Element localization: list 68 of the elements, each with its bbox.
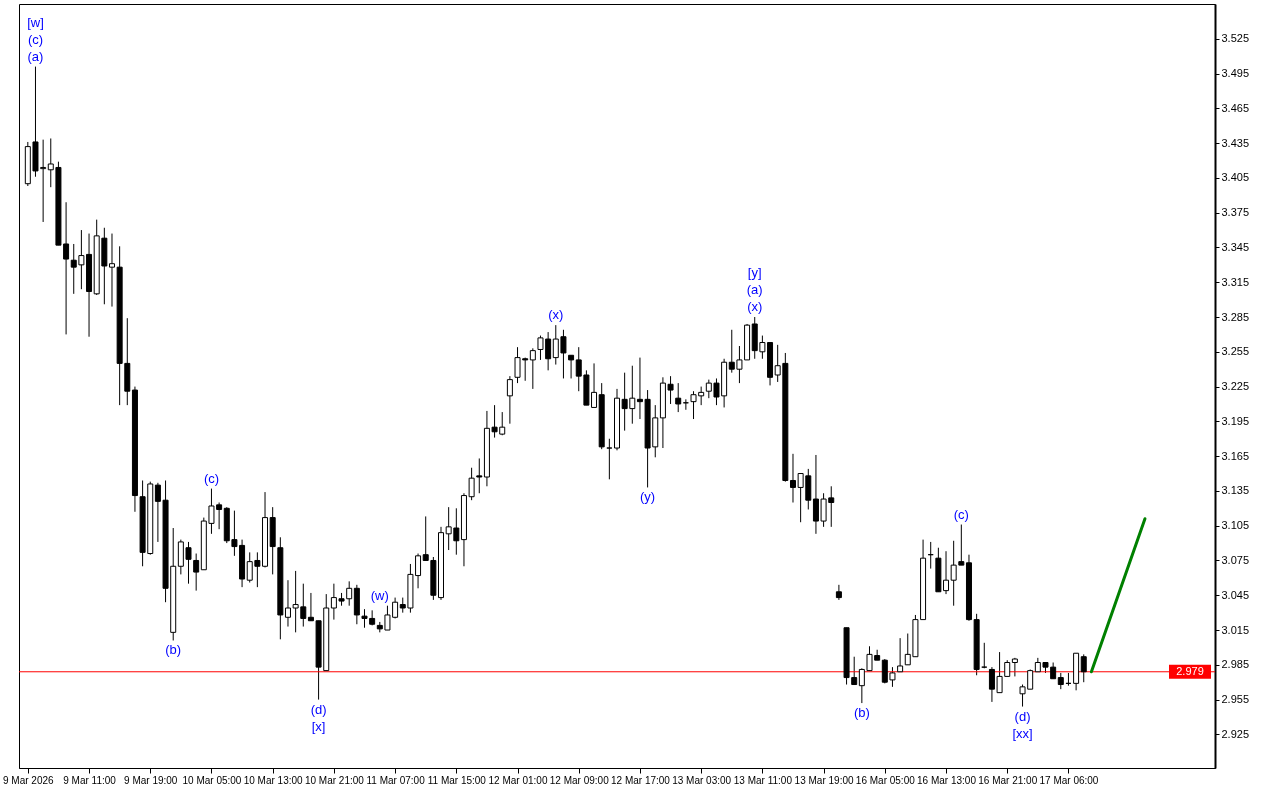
x-tick-label: 10 Mar 13:00 xyxy=(243,774,304,786)
candlestick xyxy=(476,457,483,494)
y-tick-label: 2.925 xyxy=(1221,727,1250,740)
y-tick-label: 3.015 xyxy=(1221,623,1250,636)
x-tick-label: 13 Mar 03:00 xyxy=(672,774,732,786)
annotation: (c) xyxy=(27,31,44,47)
x-tick-label: 12 Mar 09:00 xyxy=(549,774,610,786)
y-tick-label: 2.985 xyxy=(1221,658,1250,671)
x-tick-label: 16 Mar 21:00 xyxy=(978,774,1038,786)
annotation: [xx] xyxy=(1012,725,1033,741)
y-tick-label: 3.495 xyxy=(1221,67,1250,80)
y-tick-label: 3.375 xyxy=(1221,206,1250,219)
annotation: (c) xyxy=(203,470,220,486)
ref-line-label: 2.979 xyxy=(1176,664,1204,677)
y-tick-label: 3.135 xyxy=(1221,484,1250,497)
x-tick-label: 9 Mar 2026 xyxy=(3,774,55,786)
y-tick-label: 3.525 xyxy=(1221,32,1250,45)
y-tick-label: 3.405 xyxy=(1221,171,1250,184)
annotation: (d) xyxy=(1014,708,1031,724)
y-tick-label: 3.045 xyxy=(1221,588,1250,601)
x-tick-label: 16 Mar 13:00 xyxy=(917,774,977,786)
x-tick-label: 11 Mar 07:00 xyxy=(366,774,426,786)
annotation: [w] xyxy=(27,14,44,30)
y-tick-label: 3.165 xyxy=(1221,449,1250,462)
x-tick-label: 13 Mar 11:00 xyxy=(733,774,793,786)
annotation: (y) xyxy=(640,489,656,505)
annotation: (d) xyxy=(310,701,327,717)
x-tick-label: 17 Mar 06:00 xyxy=(1039,774,1099,786)
x-tick-label: 10 Mar 21:00 xyxy=(304,774,365,786)
annotation: (a) xyxy=(27,48,44,64)
y-tick-label: 3.345 xyxy=(1221,240,1250,253)
candlestick xyxy=(675,382,682,413)
candlestick xyxy=(506,375,513,425)
annotation: (x) xyxy=(548,307,564,323)
annotation: (x) xyxy=(747,299,763,315)
y-tick-label: 2.955 xyxy=(1221,693,1250,706)
annotation: (b) xyxy=(853,705,870,721)
candlestick xyxy=(897,637,904,673)
candlestick xyxy=(606,438,613,480)
x-tick-label: 9 Mar 11:00 xyxy=(63,774,117,786)
candlestick xyxy=(193,553,200,592)
y-tick-label: 3.105 xyxy=(1221,519,1250,532)
y-tick-label: 3.255 xyxy=(1221,345,1250,358)
x-tick-label: 12 Mar 17:00 xyxy=(610,774,671,786)
x-tick-label: 10 Mar 05:00 xyxy=(182,774,242,786)
x-tick-label: 12 Mar 01:00 xyxy=(488,774,548,786)
x-tick-label: 9 Mar 19:00 xyxy=(124,774,178,786)
annotation: [y] xyxy=(747,265,762,281)
annotation: (b) xyxy=(165,642,182,658)
candlestick xyxy=(568,354,575,379)
x-tick-label: 11 Mar 15:00 xyxy=(427,774,487,786)
candlestick xyxy=(1080,653,1087,683)
y-tick-label: 3.315 xyxy=(1221,275,1250,288)
y-tick-label: 3.195 xyxy=(1221,414,1250,427)
annotation: (a) xyxy=(746,282,763,298)
candlestick xyxy=(981,642,988,669)
candlestick xyxy=(529,347,536,390)
y-tick-label: 3.435 xyxy=(1221,136,1250,149)
y-tick-label: 3.285 xyxy=(1221,310,1250,323)
candlestick xyxy=(835,584,842,601)
y-tick-label: 3.075 xyxy=(1221,553,1250,566)
annotation: [x] xyxy=(311,718,326,734)
annotation: (w) xyxy=(370,587,389,603)
y-tick-label: 3.225 xyxy=(1221,380,1250,393)
annotation: (c) xyxy=(953,506,969,522)
x-tick-label: 16 Mar 05:00 xyxy=(855,774,916,786)
x-tick-label: 13 Mar 19:00 xyxy=(794,774,854,786)
y-tick-label: 3.465 xyxy=(1221,101,1250,114)
